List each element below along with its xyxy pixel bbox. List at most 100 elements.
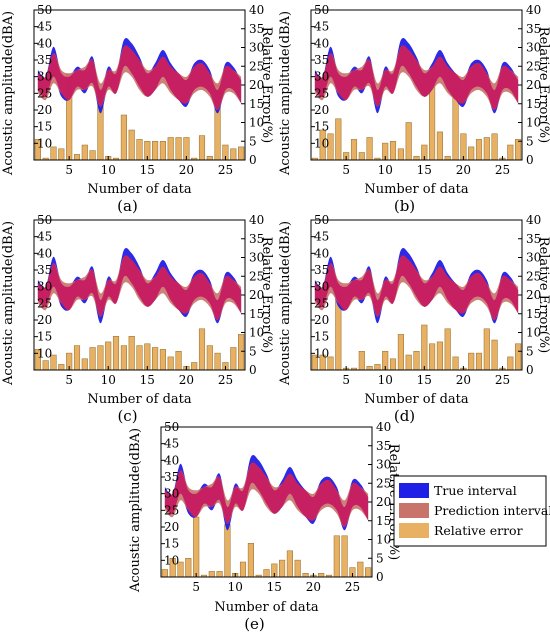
y-tick-label: 15 xyxy=(164,537,179,551)
y2-tick-label: 10 xyxy=(376,533,391,547)
relative-error-bar xyxy=(206,156,213,160)
y-tick-label: 15 xyxy=(37,330,52,344)
relative-error-bar xyxy=(89,347,96,370)
x-axis-label: Number of data xyxy=(87,182,192,197)
y2-tick-label: 0 xyxy=(526,153,534,167)
relative-error-bar xyxy=(318,573,325,577)
y2-tick-label: 30 xyxy=(249,41,264,55)
y2-axis-label: Relative Error(%) xyxy=(259,27,274,143)
x-tick-label: 25 xyxy=(218,373,233,387)
relative-error-bar xyxy=(216,571,223,577)
y2-tick-label: 35 xyxy=(526,22,541,36)
relative-error-bar xyxy=(429,343,436,370)
y2-axis-label: Relative Error(%) xyxy=(536,27,550,143)
y-tick-label: 50 xyxy=(37,3,52,17)
y2-tick-label: 5 xyxy=(249,344,257,358)
relative-error-bar xyxy=(128,129,135,160)
y2-tick-label: 15 xyxy=(249,97,264,111)
relative-error-bar xyxy=(224,524,231,577)
relative-error-bar xyxy=(175,351,182,370)
y-tick-label: 30 xyxy=(164,487,179,501)
x-tick-label: 20 xyxy=(179,163,194,177)
relative-error-bar xyxy=(73,154,81,160)
x-tick-label: 10 xyxy=(228,580,243,594)
relative-error-bar xyxy=(112,157,120,160)
y2-tick-label: 20 xyxy=(526,78,541,92)
relative-error-bar xyxy=(42,157,49,160)
y-tick-label: 35 xyxy=(37,263,52,277)
panel-a: 5 10 15 20 25 10 15 20 25 30 35 40 45 50 0 5 10 15 20 25 30 3… xyxy=(1,3,274,215)
y-axis-label: Acoustic amplitude(dBA) xyxy=(1,11,16,176)
y2-tick-label: 15 xyxy=(526,307,541,321)
y2-tick-label: 0 xyxy=(249,153,257,167)
relative-error-bar xyxy=(405,354,412,370)
relative-error-bar xyxy=(238,334,245,370)
y-tick-label: 40 xyxy=(164,453,179,467)
y2-tick-label: 25 xyxy=(376,476,391,490)
relative-error-bar xyxy=(89,150,96,160)
y2-tick-label: 5 xyxy=(376,551,384,565)
overlap-band xyxy=(314,255,519,321)
y2-tick-label: 20 xyxy=(249,288,264,302)
y-tick-label: 15 xyxy=(314,120,329,134)
relative-error-bar xyxy=(475,352,483,370)
relative-error-bar xyxy=(230,347,237,370)
y-tick-label: 40 xyxy=(37,36,52,50)
panel-caption: (c) xyxy=(117,407,137,425)
y-tick-label: 35 xyxy=(37,53,52,67)
x-tick-label: 5 xyxy=(65,373,73,387)
relative-error-bar xyxy=(429,84,436,160)
y-tick-label: 30 xyxy=(314,280,329,294)
y2-tick-label: 0 xyxy=(526,363,534,377)
relative-error-bar xyxy=(365,567,372,577)
y2-tick-label: 25 xyxy=(526,269,541,283)
panel-e: 5 10 15 20 25 10 15 20 25 30 35 40 45 50 0 5 10 15 20 25 30 3… xyxy=(128,420,401,633)
relative-error-bar xyxy=(286,550,293,577)
relative-error-bar xyxy=(191,362,198,370)
x-tick-label: 20 xyxy=(456,373,471,387)
y2-tick-label: 15 xyxy=(376,514,391,528)
plot-area xyxy=(311,247,522,370)
y2-tick-label: 40 xyxy=(526,213,541,227)
relative-error-bar xyxy=(475,139,483,160)
y2-tick-label: 5 xyxy=(526,344,534,358)
relative-error-bar xyxy=(208,571,215,577)
y-tick-label: 35 xyxy=(314,53,329,67)
panel-caption: (d) xyxy=(394,407,415,425)
relative-error-bar xyxy=(397,334,404,370)
y2-tick-label: 15 xyxy=(526,97,541,111)
relative-error-bar xyxy=(468,146,475,160)
x-tick-label: 10 xyxy=(101,373,116,387)
y2-tick-label: 5 xyxy=(526,134,534,148)
y2-tick-label: 10 xyxy=(526,326,541,340)
relative-error-bar xyxy=(507,356,514,370)
relative-error-bar xyxy=(515,343,522,370)
relative-error-bar xyxy=(230,148,237,160)
relative-error-bar xyxy=(120,345,127,370)
y-tick-label: 30 xyxy=(314,70,329,84)
y2-tick-label: 25 xyxy=(526,59,541,73)
y-tick-label: 20 xyxy=(164,520,179,534)
legend-swatch-true-interval xyxy=(399,483,429,498)
y2-tick-label: 0 xyxy=(249,363,257,377)
y-tick-label: 40 xyxy=(314,246,329,260)
y-axis-label: Acoustic amplitude(dBA) xyxy=(278,221,293,386)
relative-error-bar xyxy=(335,118,342,160)
overlap-band xyxy=(37,45,242,111)
y-tick-label: 20 xyxy=(314,313,329,327)
x-tick-label: 15 xyxy=(140,163,155,177)
y2-tick-label: 25 xyxy=(249,59,264,73)
y-tick-label: 10 xyxy=(314,136,329,150)
relative-error-bar xyxy=(358,152,365,160)
x-tick-label: 10 xyxy=(101,163,116,177)
y-axis-label: Acoustic amplitude(dBA) xyxy=(128,428,143,593)
relative-error-bar xyxy=(491,339,498,370)
y2-tick-label: 20 xyxy=(249,78,264,92)
y2-tick-label: 40 xyxy=(249,213,264,227)
relative-error-bar xyxy=(444,328,451,370)
panel-d: 5 10 15 20 25 10 15 20 25 30 35 40 45 50 0 5 10 15 20 25 30 3… xyxy=(278,213,550,425)
y-tick-label: 20 xyxy=(37,103,52,117)
relative-error-bar xyxy=(81,358,88,370)
relative-error-bar xyxy=(366,137,373,160)
y-tick-label: 45 xyxy=(314,230,329,244)
